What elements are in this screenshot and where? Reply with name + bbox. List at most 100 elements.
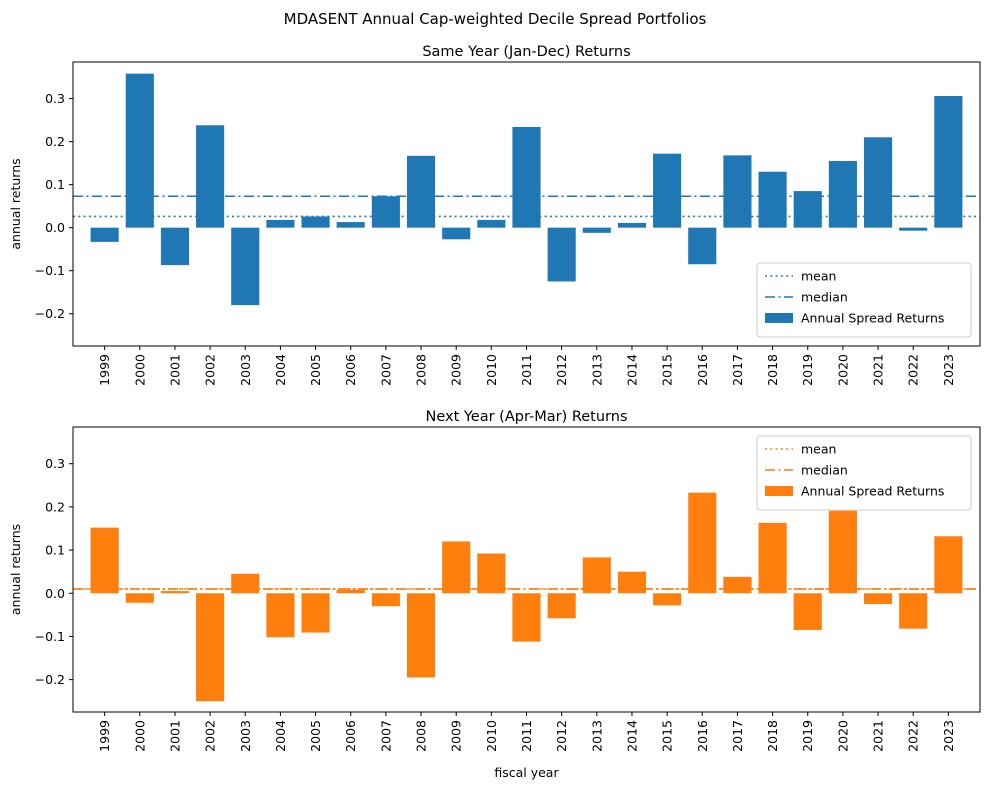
x-tick-label: 2004	[273, 354, 288, 386]
x-tick-label: 2000	[132, 720, 147, 752]
bar-2020	[828, 510, 857, 594]
x-tick-label: 1999	[97, 354, 112, 386]
x-tick-label: 2008	[414, 720, 429, 752]
x-tick-label: 2021	[871, 354, 886, 386]
chart-next-year-returns: Next Year (Apr-Mar) Returns −0.2 −0.1 0.0 0.…	[8, 409, 981, 780]
legend-label: median	[801, 463, 848, 478]
x-tick-label: 2019	[800, 354, 815, 386]
legend: mean median Annual Spread Returns	[756, 262, 972, 338]
x-tick-label: 2010	[484, 720, 499, 752]
bar-2017	[723, 155, 752, 228]
bar-2002	[196, 593, 225, 702]
bar-2023	[934, 95, 963, 228]
bar-2002	[196, 125, 225, 228]
bar-2009	[442, 541, 471, 594]
x-tick-label: 2017	[730, 720, 745, 752]
bar-2018	[758, 171, 787, 228]
bar-1999	[90, 227, 119, 242]
x-tick-label: 2004	[273, 720, 288, 752]
y-tick-label: −0.2	[35, 306, 65, 321]
legend-frame	[756, 262, 972, 338]
y-tick-label: 0.2	[45, 134, 65, 149]
bar-2004	[266, 219, 295, 228]
legend-bar-swatch	[765, 486, 793, 496]
x-tick-label: 2023	[941, 720, 956, 752]
x-tick-label: 2007	[378, 354, 393, 386]
x-tick-label: 2018	[765, 720, 780, 752]
x-tick-label: 2020	[835, 720, 850, 752]
x-tick-label: 2009	[449, 720, 464, 752]
y-axis-label: annual returns	[8, 524, 23, 615]
y-tick-label: −0.1	[35, 263, 65, 278]
figure-suptitle: MDASENT Annual Cap-weighted Decile Sprea…	[284, 10, 707, 28]
bar-2008	[406, 155, 436, 228]
x-tick-label: 2000	[132, 354, 147, 386]
legend-label: Annual Spread Returns	[801, 484, 944, 499]
y-tick-label: 0.3	[45, 456, 65, 471]
bar-2001	[160, 591, 190, 594]
chart-same-year-returns: Same Year (Jan-Dec) Returns −0.2 −0.1 0.0 0.…	[8, 44, 981, 386]
x-tick-label: 2013	[589, 720, 604, 752]
bar-2022	[899, 227, 928, 231]
bar-2003	[231, 227, 260, 306]
x-tick-label: 2022	[906, 354, 921, 386]
y-tick-label: 0.3	[45, 91, 65, 106]
bar-2007	[371, 196, 400, 228]
chart-title: Same Year (Jan-Dec) Returns	[422, 44, 630, 60]
x-tick-label: 2014	[624, 720, 639, 752]
x-tick-label: 2012	[554, 720, 569, 752]
x-tick-label: 2014	[624, 354, 639, 386]
bar-2007	[371, 593, 400, 607]
y-tick-label: 0.0	[45, 220, 65, 235]
bar-2001	[160, 227, 190, 266]
bar-2018	[758, 522, 787, 594]
bar-2015	[653, 593, 682, 606]
bar-2023	[934, 536, 963, 594]
bar-2005	[301, 593, 330, 633]
bar-2013	[582, 557, 611, 594]
x-tick-label: 2016	[695, 354, 710, 386]
x-tick-label: 2016	[695, 720, 710, 752]
bar-2013	[582, 227, 611, 233]
chart-title: Next Year (Apr-Mar) Returns	[425, 409, 627, 425]
bar-2014	[617, 222, 647, 228]
bar-2011	[512, 126, 541, 228]
x-tick-label: 2003	[238, 720, 253, 752]
bar-2014	[617, 571, 647, 594]
bar-2008	[406, 593, 436, 678]
bar-2009	[442, 227, 471, 240]
x-tick-label: 2020	[835, 354, 850, 386]
legend-label: median	[801, 290, 848, 305]
x-tick-label: 2011	[519, 354, 534, 386]
x-tick-label: 1999	[97, 720, 112, 752]
bar-2021	[863, 593, 893, 605]
bar-2012	[547, 593, 576, 619]
x-tick-label: 2015	[660, 354, 675, 386]
x-tick-label: 2013	[589, 354, 604, 386]
bar-2006	[336, 222, 365, 228]
x-tick-label: 2022	[906, 720, 921, 752]
bar-2015	[653, 153, 682, 228]
y-tick-label: −0.1	[35, 629, 65, 644]
bar-2020	[828, 160, 857, 228]
x-tick-label: 2015	[660, 720, 675, 752]
bar-2016	[688, 492, 717, 594]
legend-label: Annual Spread Returns	[801, 311, 944, 326]
x-tick-label: 2005	[308, 720, 323, 752]
x-tick-label: 2001	[167, 720, 182, 752]
x-tick-label: 2017	[730, 354, 745, 386]
y-tick-label: 0.0	[45, 586, 65, 601]
x-tick-label: 2023	[941, 354, 956, 386]
x-tick-label: 2005	[308, 354, 323, 386]
bar-2000	[125, 593, 154, 603]
x-tick-label: 2001	[167, 354, 182, 386]
bar-2022	[899, 593, 928, 629]
x-tick-label: 2007	[378, 720, 393, 752]
bar-2021	[863, 137, 893, 228]
x-tick-label: 2018	[765, 354, 780, 386]
bar-2011	[512, 593, 541, 642]
legend: mean median Annual Spread Returns	[756, 435, 972, 511]
x-tick-label: 2019	[800, 720, 815, 752]
x-tick-label: 2008	[414, 354, 429, 386]
bar-2004	[266, 593, 295, 638]
